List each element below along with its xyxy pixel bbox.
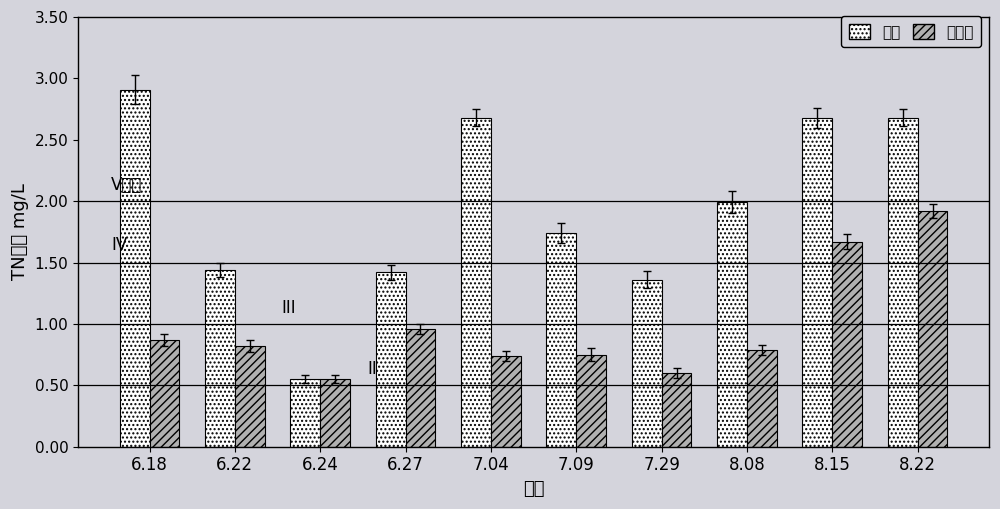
Text: IV: IV [111, 236, 127, 254]
Text: III: III [282, 299, 296, 317]
Legend: 进水, 田面水: 进水, 田面水 [841, 16, 981, 47]
Bar [632, 280, 662, 446]
X-axis label: 日期: 日期 [523, 480, 544, 498]
Bar [376, 272, 406, 446]
Text: II: II [367, 360, 377, 378]
Bar [406, 329, 435, 446]
Bar [461, 118, 491, 446]
Y-axis label: TN浓度 mg/L: TN浓度 mg/L [11, 183, 29, 280]
Bar [832, 242, 862, 446]
Bar [235, 346, 265, 446]
Bar [205, 270, 235, 446]
Bar [662, 373, 691, 446]
Bar [120, 90, 150, 446]
Bar [888, 118, 918, 446]
Bar [918, 211, 947, 446]
Bar [150, 340, 179, 446]
Bar [717, 203, 747, 446]
Bar [802, 118, 832, 446]
Text: V类水: V类水 [111, 176, 142, 194]
Bar [747, 350, 777, 446]
Bar [546, 233, 576, 446]
Bar [320, 379, 350, 446]
Bar [576, 355, 606, 446]
Bar [290, 379, 320, 446]
Bar [491, 356, 521, 446]
